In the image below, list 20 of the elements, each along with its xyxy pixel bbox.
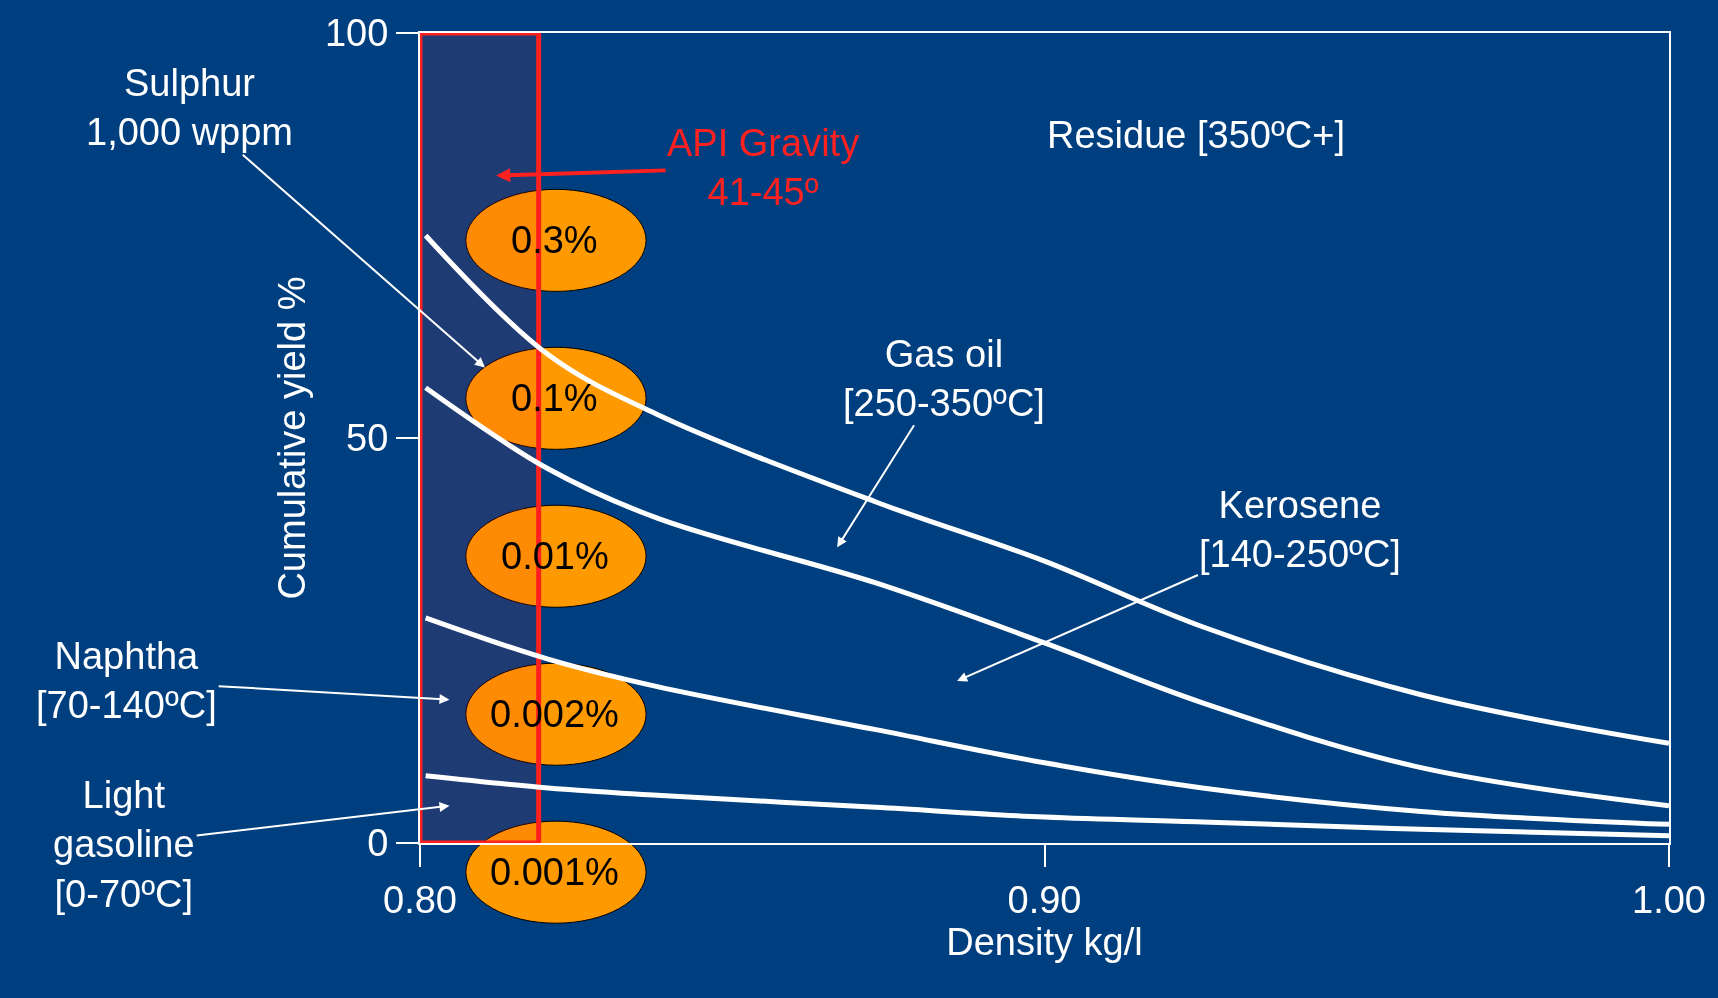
annotation: 0.3%: [511, 219, 598, 261]
annotation: Kerosene [140-250ºC]: [1199, 484, 1401, 576]
y-tick-label: 0: [367, 822, 389, 865]
x-axis-title: Density kg/l: [946, 920, 1143, 963]
x-tick-label: 0.80: [383, 878, 457, 921]
x-tick-label: 0.90: [1007, 878, 1082, 921]
y-tick-label: 100: [324, 12, 389, 55]
band-label: API Gravity 41-45º: [667, 122, 860, 214]
annotation: 0.1%: [511, 377, 598, 419]
text: 0.001%: [490, 851, 619, 893]
annotation: 0.01%: [501, 535, 609, 577]
y-axis-title: Cumulative yield %: [270, 276, 313, 600]
text: Sulphur 1,000 wppm: [86, 62, 294, 154]
text: Light gasoline [0-70ºC]: [53, 774, 195, 915]
annotation: Gas oil [250-350ºC]: [843, 333, 1045, 425]
y-tick-label: 50: [346, 417, 389, 460]
x-tick-label: 1.00: [1632, 878, 1706, 921]
annotation: Residue [350ºC+]: [1047, 114, 1346, 156]
annotation: 0.002%: [490, 693, 619, 735]
text: Naphtha [70-140ºC]: [36, 635, 217, 727]
